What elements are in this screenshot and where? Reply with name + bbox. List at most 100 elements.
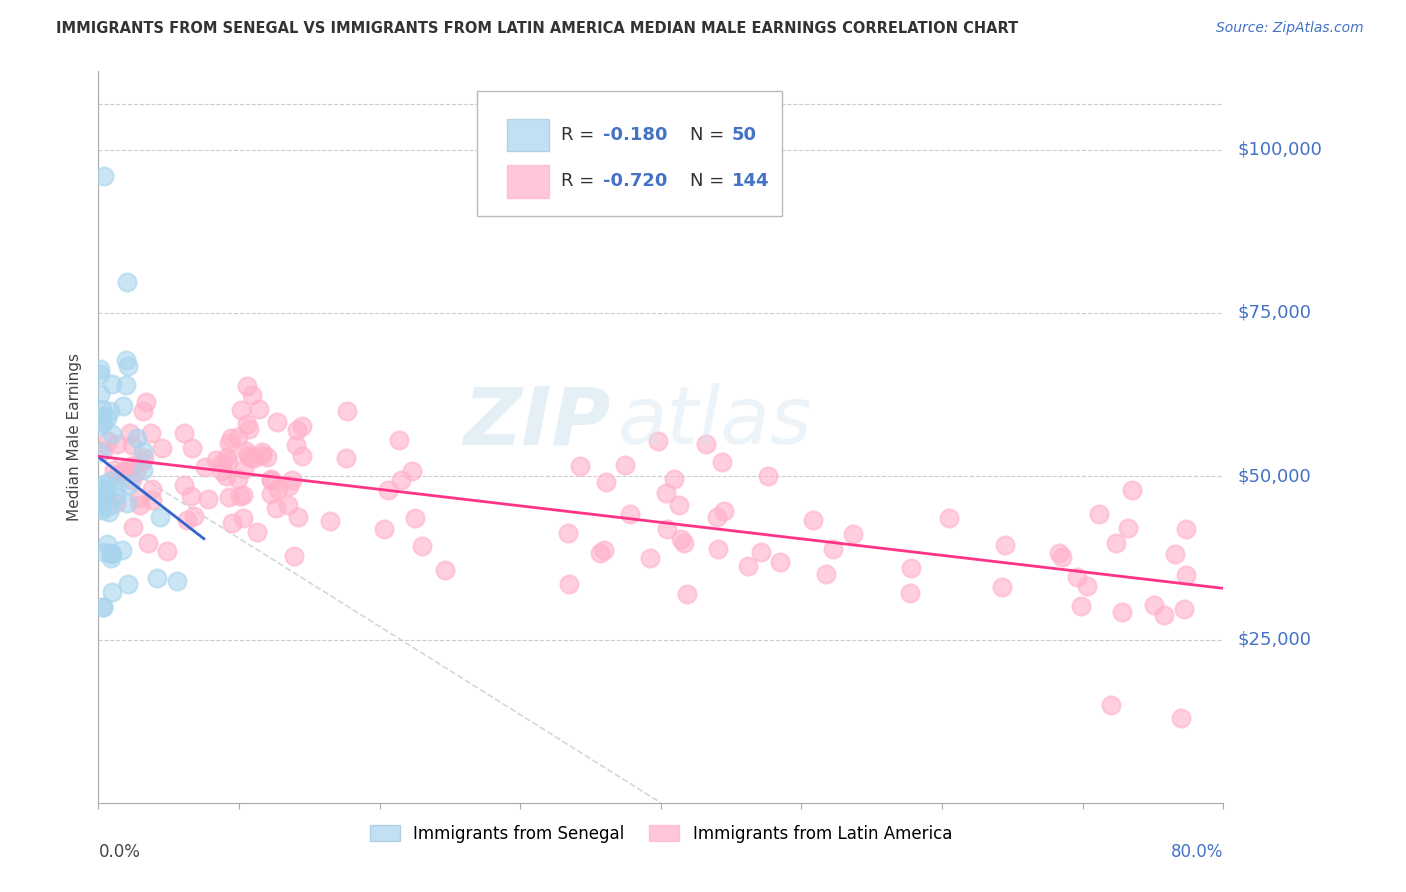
Point — [256, 450, 278, 464]
Point — [232, 488, 254, 502]
FancyBboxPatch shape — [478, 91, 782, 216]
Point — [194, 459, 217, 474]
Point — [118, 477, 141, 491]
Point — [100, 550, 122, 565]
Point — [991, 580, 1014, 594]
Point — [128, 491, 150, 506]
Point — [404, 511, 426, 525]
Point — [150, 441, 173, 455]
Point — [900, 586, 922, 600]
Point — [180, 489, 202, 503]
Text: 50: 50 — [731, 126, 756, 144]
Point — [89, 495, 111, 509]
Point — [335, 404, 357, 418]
Point — [125, 466, 148, 480]
Point — [217, 454, 239, 468]
Text: R =: R = — [561, 126, 600, 144]
Point — [1174, 568, 1197, 582]
Point — [994, 538, 1017, 552]
Point — [619, 507, 641, 521]
Point — [260, 487, 283, 501]
Point — [91, 599, 114, 614]
Point — [145, 571, 167, 585]
Point — [89, 500, 111, 515]
Point — [104, 479, 127, 493]
Point — [707, 542, 730, 557]
Point — [211, 464, 233, 478]
Point — [236, 417, 259, 432]
Point — [260, 472, 283, 486]
Point — [1050, 550, 1073, 565]
Point — [281, 473, 304, 487]
Text: N =: N = — [690, 172, 730, 190]
Point — [388, 434, 411, 448]
Point — [101, 547, 124, 561]
Point — [197, 491, 219, 506]
Point — [277, 499, 299, 513]
Point — [229, 402, 252, 417]
Point — [706, 509, 728, 524]
Point — [277, 479, 299, 493]
Point — [1118, 521, 1140, 535]
Point — [93, 476, 115, 491]
Text: R =: R = — [561, 172, 600, 190]
Point — [260, 473, 283, 487]
Point — [233, 462, 256, 476]
Point — [141, 493, 163, 508]
Point — [235, 443, 257, 458]
Point — [434, 563, 457, 577]
Point — [91, 401, 114, 416]
Point — [91, 443, 114, 458]
Point — [1070, 599, 1092, 613]
Point — [115, 275, 138, 289]
Point — [90, 409, 112, 424]
Point — [401, 464, 423, 478]
Point — [655, 522, 678, 536]
Text: atlas: atlas — [619, 384, 813, 461]
Point — [89, 412, 111, 426]
Point — [1121, 483, 1143, 497]
Point — [93, 487, 115, 501]
Point — [1173, 602, 1195, 616]
Point — [121, 438, 143, 452]
Point — [266, 482, 288, 496]
Point — [246, 524, 269, 539]
Point — [134, 450, 156, 465]
Point — [176, 513, 198, 527]
Point — [614, 458, 637, 472]
Point — [232, 511, 254, 525]
Legend: Immigrants from Senegal, Immigrants from Latin America: Immigrants from Senegal, Immigrants from… — [363, 818, 959, 849]
Point — [91, 503, 114, 517]
Point — [558, 576, 581, 591]
Point — [89, 492, 111, 507]
Point — [335, 451, 357, 466]
Point — [89, 444, 111, 458]
Point — [710, 455, 733, 469]
Point — [1174, 522, 1197, 536]
Point — [1153, 607, 1175, 622]
Point — [139, 426, 162, 441]
Point — [1087, 507, 1109, 521]
Point — [141, 482, 163, 496]
Point — [91, 599, 114, 614]
Point — [89, 386, 111, 401]
Point — [285, 423, 308, 437]
Point — [221, 431, 243, 445]
Point — [1105, 535, 1128, 549]
Point — [103, 463, 125, 477]
Point — [117, 577, 139, 591]
Point — [1099, 698, 1122, 712]
Point — [135, 395, 157, 409]
Point — [104, 496, 127, 510]
Y-axis label: Median Male Earnings: Median Male Earnings — [67, 353, 83, 521]
Point — [285, 438, 308, 452]
Point — [115, 496, 138, 510]
Point — [242, 450, 264, 465]
Point — [319, 514, 342, 528]
Point — [283, 549, 305, 563]
Point — [695, 436, 717, 450]
Point — [238, 422, 260, 436]
Point — [121, 473, 143, 487]
Point — [638, 551, 661, 566]
Point — [117, 459, 139, 474]
